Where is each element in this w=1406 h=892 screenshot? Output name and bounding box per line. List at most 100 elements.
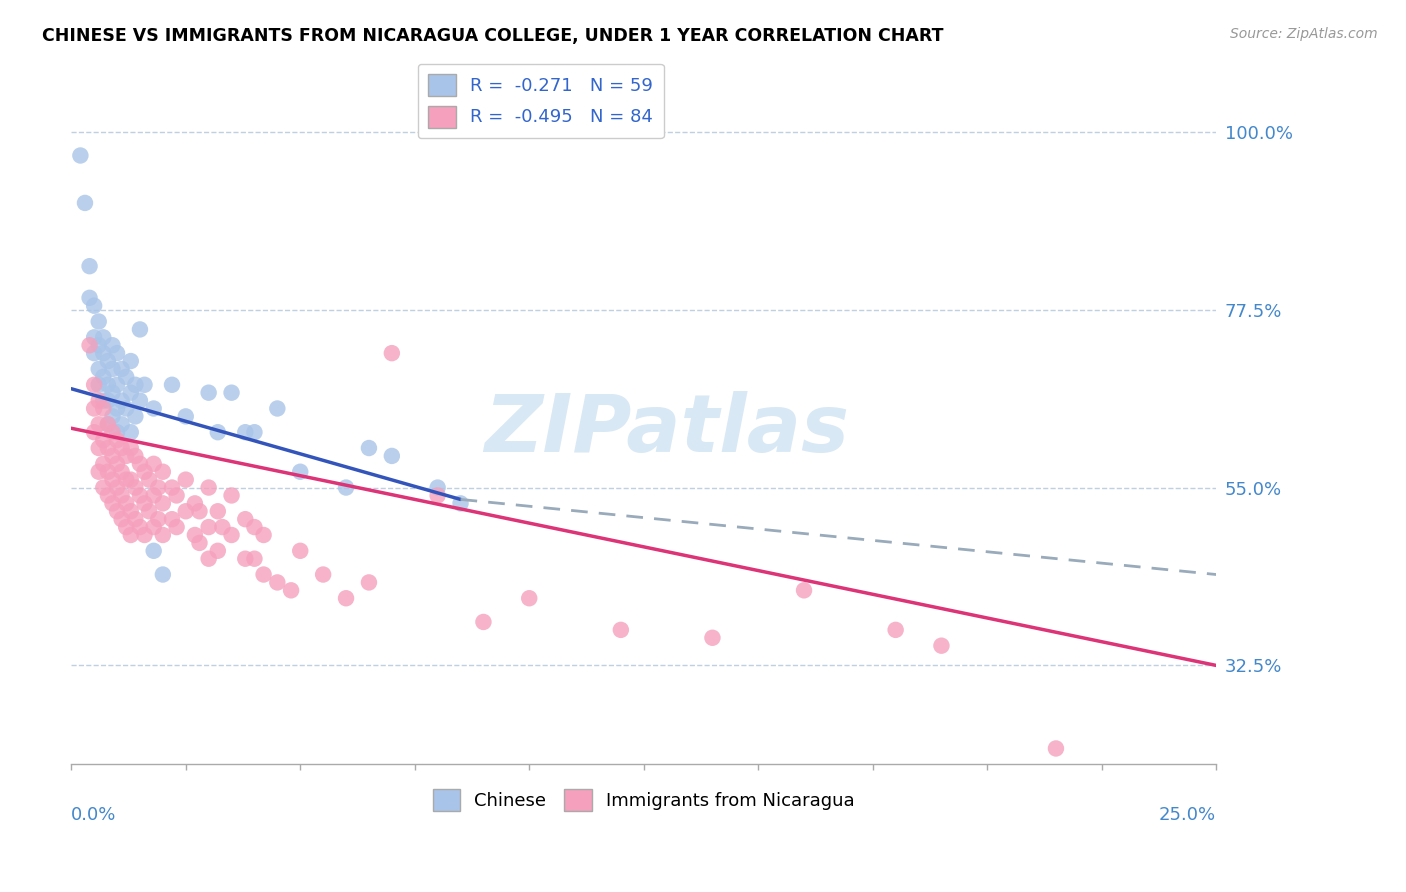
Point (233, 425, 256, 440)
Point (266, 401, 288, 416)
Point (152, 496, 174, 510)
Point (148, 481, 170, 495)
Point (152, 567, 174, 582)
Point (87, 377, 110, 392)
Point (91, 401, 114, 416)
Point (73, 195, 96, 210)
Point (115, 369, 138, 384)
Point (83, 299, 105, 313)
Point (124, 377, 146, 392)
Point (120, 385, 142, 400)
Point (115, 401, 138, 416)
Point (129, 457, 152, 471)
Point (124, 481, 146, 495)
Text: 25.0%: 25.0% (1159, 806, 1216, 824)
Point (243, 520, 266, 534)
Point (252, 528, 274, 542)
Point (221, 488, 243, 502)
Point (101, 425, 124, 440)
Point (87, 417, 110, 432)
Point (335, 591, 357, 606)
Point (166, 488, 188, 502)
Text: CHINESE VS IMMIGRANTS FROM NICARAGUA COLLEGE, UNDER 1 YEAR CORRELATION CHART: CHINESE VS IMMIGRANTS FROM NICARAGUA COL… (42, 27, 943, 45)
Point (142, 401, 165, 416)
Point (105, 377, 128, 392)
Point (105, 504, 128, 518)
Point (931, 639, 953, 653)
Point (129, 520, 152, 534)
Point (91, 457, 114, 471)
Point (134, 528, 156, 542)
Point (426, 481, 449, 495)
Point (101, 338, 124, 352)
Point (426, 488, 449, 502)
Point (91, 393, 114, 408)
Point (83, 425, 105, 440)
Point (793, 583, 815, 598)
Point (120, 473, 142, 487)
Point (207, 504, 229, 518)
Point (115, 520, 138, 534)
Point (357, 575, 380, 590)
Point (152, 465, 174, 479)
Point (97, 417, 120, 432)
Point (335, 481, 357, 495)
Point (111, 362, 134, 376)
Point (87, 465, 110, 479)
Point (472, 615, 495, 629)
Point (1045, 741, 1067, 756)
Point (111, 417, 134, 432)
Point (233, 512, 256, 526)
Point (134, 496, 156, 510)
Point (184, 528, 207, 542)
Point (87, 314, 110, 328)
Point (120, 425, 142, 440)
Point (105, 433, 128, 447)
Point (290, 465, 312, 479)
Point (111, 465, 134, 479)
Point (91, 433, 114, 447)
Point (252, 567, 274, 582)
Point (120, 504, 142, 518)
Point (148, 512, 170, 526)
Point (174, 409, 197, 424)
Point (79, 259, 101, 273)
Point (120, 354, 142, 368)
Point (610, 623, 633, 637)
Point (111, 512, 134, 526)
Point (97, 354, 120, 368)
Text: ZIPatlas: ZIPatlas (484, 392, 849, 469)
Point (111, 488, 134, 502)
Point (87, 441, 110, 455)
Point (142, 457, 165, 471)
Point (138, 504, 160, 518)
Point (221, 528, 243, 542)
Point (197, 481, 219, 495)
Point (450, 496, 472, 510)
Point (702, 631, 724, 645)
Point (91, 369, 114, 384)
Point (124, 409, 146, 424)
Point (142, 488, 165, 502)
Text: 0.0%: 0.0% (72, 806, 117, 824)
Point (97, 417, 120, 432)
Point (138, 473, 160, 487)
Point (91, 481, 114, 495)
Point (129, 488, 152, 502)
Point (101, 473, 124, 487)
Point (79, 338, 101, 352)
Point (207, 425, 229, 440)
Point (87, 362, 110, 376)
Point (134, 377, 156, 392)
Point (124, 449, 146, 463)
Point (197, 551, 219, 566)
Point (184, 496, 207, 510)
Point (124, 512, 146, 526)
Point (188, 536, 211, 550)
Point (290, 543, 312, 558)
Point (97, 441, 120, 455)
Point (91, 330, 114, 344)
Point (97, 465, 120, 479)
Point (101, 362, 124, 376)
Point (120, 441, 142, 455)
